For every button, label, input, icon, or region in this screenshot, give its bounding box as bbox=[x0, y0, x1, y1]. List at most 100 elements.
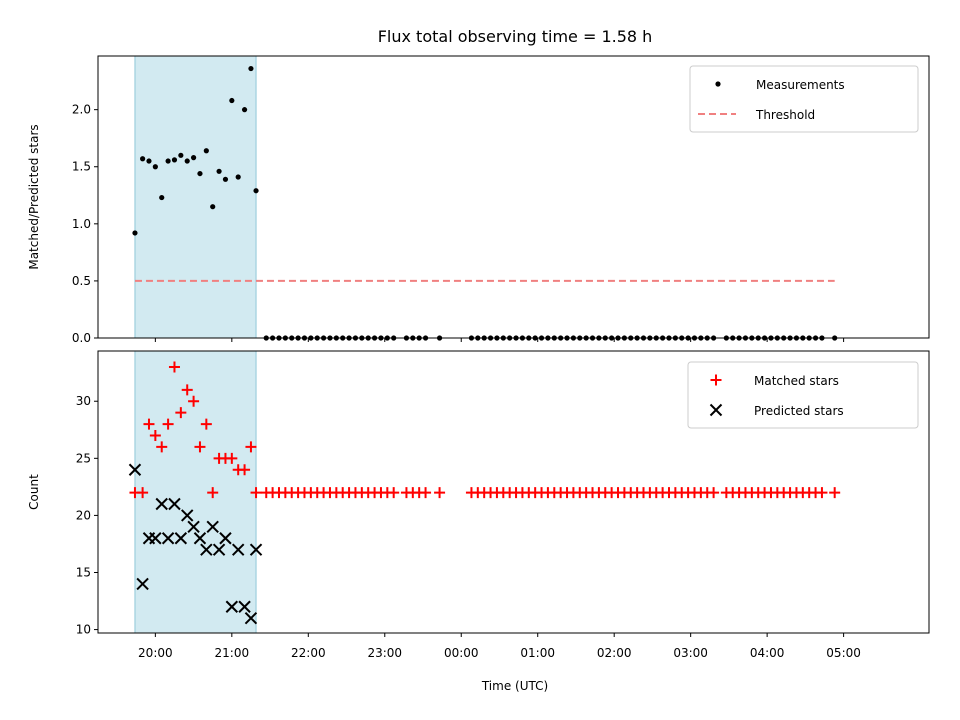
y-tick-label: 15 bbox=[76, 565, 91, 579]
data-point bbox=[149, 532, 162, 545]
legend: Measurements Threshold bbox=[689, 65, 919, 133]
legend-label: Predicted stars bbox=[754, 404, 844, 418]
x-tick-label: 20:00 bbox=[138, 646, 173, 660]
data-point bbox=[434, 487, 446, 499]
data-point bbox=[161, 532, 175, 545]
data-point bbox=[225, 600, 239, 613]
data-point bbox=[200, 418, 212, 430]
data-point bbox=[238, 600, 251, 613]
data-point bbox=[162, 418, 174, 430]
data-point bbox=[219, 532, 232, 545]
data-point bbox=[216, 168, 222, 174]
data-point bbox=[222, 176, 229, 182]
observing-window-shade bbox=[134, 55, 257, 339]
legend-swatch bbox=[709, 403, 723, 417]
chart-title: Flux total observing time = 1.58 h bbox=[378, 27, 653, 46]
data-point bbox=[136, 577, 149, 591]
y-tick-label: 30 bbox=[76, 394, 91, 408]
data-point bbox=[181, 509, 194, 522]
data-point bbox=[140, 156, 146, 162]
data-point bbox=[203, 148, 209, 154]
data-point bbox=[206, 520, 219, 534]
data-point bbox=[152, 164, 158, 170]
data-point bbox=[146, 158, 152, 164]
legend-box bbox=[687, 361, 919, 429]
data-point bbox=[420, 487, 432, 499]
data-point bbox=[816, 487, 828, 499]
legend-label: Matched stars bbox=[754, 374, 839, 388]
data-point bbox=[210, 204, 216, 210]
data-point bbox=[174, 532, 188, 545]
y-tick-label: 20 bbox=[76, 508, 91, 522]
data-point bbox=[241, 107, 248, 113]
legend-box bbox=[689, 65, 919, 133]
y-tick-label: 2.0 bbox=[72, 103, 91, 117]
x-tick-label: 05:00 bbox=[826, 646, 861, 660]
data-point bbox=[178, 152, 184, 158]
data-point bbox=[184, 158, 190, 164]
legend: Matched stars Predicted stars bbox=[687, 361, 919, 429]
data-point bbox=[187, 520, 200, 534]
data-point bbox=[388, 487, 400, 499]
data-point bbox=[245, 441, 257, 453]
data-point bbox=[143, 418, 155, 430]
data-point bbox=[137, 487, 149, 499]
data-point bbox=[175, 407, 187, 419]
data-point bbox=[235, 174, 241, 180]
data-point bbox=[244, 611, 258, 625]
plot-frame bbox=[97, 55, 930, 339]
data-point bbox=[194, 441, 206, 453]
data-point bbox=[149, 429, 161, 441]
ratio-panel: 0.0 0.5 1.0 1.5 2.0 Matched/Predicted stars Me… bbox=[27, 55, 930, 345]
data-point bbox=[250, 487, 262, 499]
data-point bbox=[253, 188, 259, 194]
plot-frame bbox=[97, 350, 930, 634]
data-point bbox=[193, 532, 207, 545]
x-tick-label: 02:00 bbox=[597, 646, 632, 660]
x-tick-label: 21:00 bbox=[215, 646, 250, 660]
x-tick-label: 23:00 bbox=[367, 646, 402, 660]
y-tick-label: 0.0 bbox=[72, 331, 91, 345]
x-tick-label: 03:00 bbox=[673, 646, 708, 660]
data-point bbox=[207, 487, 219, 499]
x-tick-label: 00:00 bbox=[444, 646, 479, 660]
data-point bbox=[165, 158, 171, 164]
data-point bbox=[168, 361, 180, 373]
data-point bbox=[197, 170, 203, 177]
y-tick-label: 1.5 bbox=[72, 160, 91, 174]
data-point bbox=[226, 452, 238, 464]
y-tick-label: 1.0 bbox=[72, 217, 91, 231]
x-tick-label: 22:00 bbox=[291, 646, 326, 660]
legend-swatch bbox=[715, 81, 721, 87]
data-point bbox=[181, 384, 193, 396]
x-tick-label: 01:00 bbox=[520, 646, 555, 660]
data-point bbox=[239, 464, 251, 476]
data-point bbox=[229, 97, 235, 104]
data-point bbox=[829, 487, 841, 499]
data-point bbox=[128, 463, 142, 476]
series-matched-stars bbox=[129, 361, 841, 499]
data-point bbox=[156, 441, 168, 453]
series-predicted-stars bbox=[128, 463, 263, 625]
x-axis-label: Time (UTC) bbox=[481, 679, 548, 693]
legend-label: Threshold bbox=[755, 108, 815, 122]
data-point bbox=[231, 543, 245, 556]
data-point bbox=[159, 194, 165, 201]
y-axis-label: Count bbox=[27, 474, 41, 510]
data-point bbox=[190, 155, 197, 161]
legend-swatch bbox=[710, 374, 722, 386]
y-tick-label: 0.5 bbox=[72, 274, 91, 288]
data-point bbox=[200, 543, 213, 556]
data-point bbox=[155, 497, 168, 511]
data-point bbox=[708, 487, 720, 499]
data-point bbox=[171, 157, 178, 163]
x-tick-label: 04:00 bbox=[750, 646, 785, 660]
observing-window-shade bbox=[134, 350, 257, 634]
data-point bbox=[212, 543, 226, 556]
data-point bbox=[132, 230, 138, 236]
data-point bbox=[248, 65, 254, 72]
legend-label: Measurements bbox=[756, 78, 845, 92]
y-tick-label: 10 bbox=[76, 623, 91, 637]
data-point bbox=[188, 395, 200, 407]
